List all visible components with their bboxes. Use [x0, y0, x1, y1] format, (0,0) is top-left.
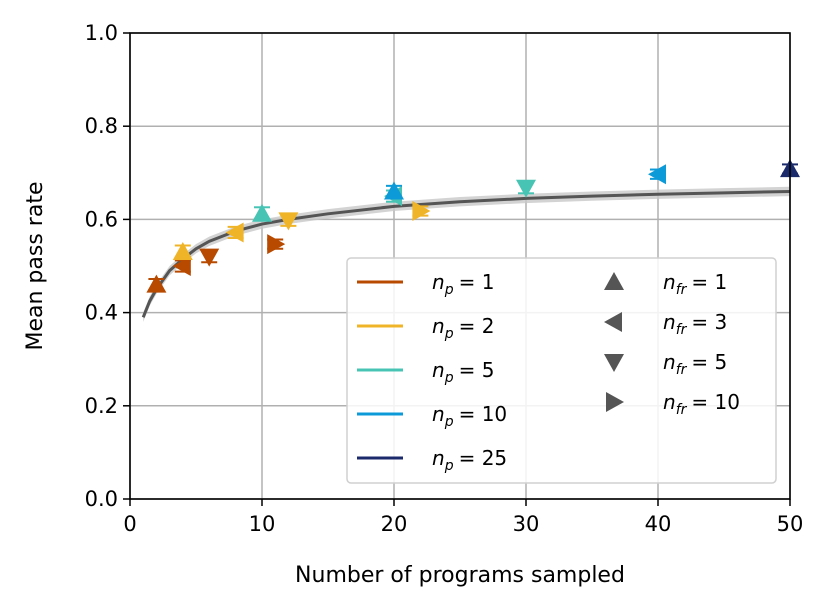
y-tick-label: 0.6 — [85, 207, 118, 231]
legend-label-symbol: n — [663, 270, 676, 294]
legend-label-value: = 10 — [459, 402, 508, 426]
legend-entry-np5: np = 5 — [357, 358, 494, 386]
legend-label: nfr = 1 — [663, 270, 727, 298]
legend-label-value: = 3 — [691, 310, 727, 334]
x-axis-label: Number of programs sampled — [295, 563, 625, 588]
data-point-np5-up — [252, 203, 272, 222]
legend-label-subscript: fr — [676, 282, 688, 298]
legend-label-value: = 1 — [691, 270, 727, 294]
legend-entry-np1: np = 1 — [357, 270, 494, 298]
legend-label-value: = 1 — [459, 270, 495, 294]
legend-label-value: = 25 — [459, 446, 508, 470]
legend-label-symbol: n — [432, 358, 445, 382]
legend-marker — [604, 272, 624, 290]
data-point-np1-up — [146, 274, 167, 293]
legend-marker — [604, 354, 624, 372]
legend-label-value: = 2 — [459, 314, 495, 338]
legend-label-value: = 5 — [459, 358, 495, 382]
point-marker — [172, 256, 191, 276]
data-points — [146, 159, 800, 293]
point-marker — [225, 222, 244, 243]
data-point-np1-down — [199, 248, 220, 267]
point-marker — [252, 203, 272, 222]
y-tick-label: 0.0 — [85, 487, 118, 511]
point-marker — [648, 164, 666, 185]
point-marker — [172, 242, 193, 261]
legend-label-symbol: n — [432, 314, 445, 338]
legend-marker — [606, 392, 624, 412]
legend-label-subscript: p — [444, 326, 454, 342]
point-marker — [199, 248, 220, 267]
legend-label: np = 25 — [432, 446, 507, 474]
legend-entry-np10: np = 10 — [357, 402, 507, 430]
legend-label-subscript: p — [444, 458, 454, 474]
legend-label-symbol: n — [432, 446, 445, 470]
legend-label: np = 5 — [432, 358, 494, 386]
legend-label: np = 1 — [432, 270, 494, 298]
x-tick-label: 50 — [777, 512, 804, 536]
legend-label-subscript: fr — [676, 402, 688, 418]
legend-label: np = 2 — [432, 314, 494, 342]
legend-entry-marker-up: nfr = 1 — [604, 270, 727, 298]
data-point-np5-down — [516, 179, 536, 198]
legend-entry-marker-down: nfr = 5 — [604, 350, 727, 378]
data-point-np2-left — [225, 222, 244, 243]
fit-curve-group — [141, 186, 791, 322]
legend-label-subscript: fr — [676, 322, 688, 338]
fit-confidence-band — [143, 186, 790, 322]
point-marker — [267, 234, 286, 255]
legend-label-value: = 5 — [691, 350, 727, 374]
legend-entry-marker-left: nfr = 3 — [604, 310, 727, 338]
legend-box — [346, 257, 777, 484]
data-point-np10-left — [648, 164, 666, 185]
legend-label: nfr = 5 — [663, 350, 727, 378]
legend-marker — [604, 312, 622, 332]
x-tick-label: 30 — [513, 512, 540, 536]
data-point-np2-right — [412, 201, 431, 222]
data-point-np2-down — [278, 212, 299, 231]
y-tick-label: 1.0 — [85, 21, 118, 45]
y-tick-label: 0.2 — [85, 394, 118, 418]
x-tick-label: 10 — [249, 512, 276, 536]
data-point-np10-up — [384, 181, 404, 200]
legend-label-symbol: n — [432, 402, 445, 426]
point-marker — [146, 274, 167, 293]
legend-label-subscript: fr — [676, 362, 688, 378]
x-tick-label: 0 — [123, 512, 136, 536]
data-point-np1-left — [172, 256, 191, 276]
legend-label-symbol: n — [663, 350, 676, 374]
legend-label-value: = 10 — [691, 390, 740, 414]
fit-curve-line — [141, 189, 791, 318]
legend-label-subscript: p — [444, 370, 454, 386]
x-tick-label: 20 — [381, 512, 408, 536]
point-marker — [412, 201, 431, 222]
y-tick-label: 0.4 — [85, 301, 118, 325]
legend-label-symbol: n — [663, 390, 676, 414]
x-tick-label: 40 — [645, 512, 672, 536]
legend-entry-marker-right: nfr = 10 — [606, 390, 740, 418]
point-marker — [516, 179, 536, 198]
legend-label-symbol: n — [432, 270, 445, 294]
legend-label-symbol: n — [663, 310, 676, 334]
y-tick-label: 0.8 — [85, 114, 118, 138]
point-marker — [384, 181, 404, 200]
legend-label: nfr = 10 — [663, 390, 740, 418]
legend-label-subscript: p — [444, 282, 454, 298]
legend-label: nfr = 3 — [663, 310, 727, 338]
legend-entry-np2: np = 2 — [357, 314, 494, 342]
legend-label-subscript: p — [444, 414, 454, 430]
legend-label: np = 10 — [432, 402, 507, 430]
point-marker — [278, 212, 299, 231]
axis-ticks: 0 10 20 30 40 50 0.0 0.2 0.4 0.6 0.8 1.0 — [85, 21, 804, 536]
data-point-np2-up — [172, 242, 193, 261]
y-axis-label: Mean pass rate — [23, 182, 48, 351]
data-point-np1-right — [267, 234, 286, 255]
plot-frame — [129, 32, 791, 500]
legend-entry-np25: np = 25 — [357, 446, 507, 474]
